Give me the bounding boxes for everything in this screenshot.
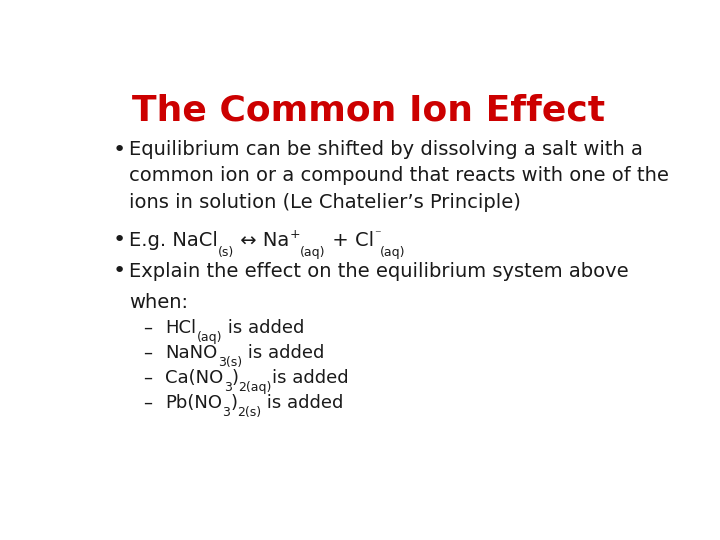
Text: is added: is added <box>272 369 348 387</box>
Text: E.g. NaCl: E.g. NaCl <box>129 231 218 249</box>
Text: (s): (s) <box>218 246 234 259</box>
Text: The Common Ion Effect: The Common Ion Effect <box>132 94 606 128</box>
Text: HCl: HCl <box>166 319 197 337</box>
Text: ⁻: ⁻ <box>374 228 380 241</box>
Text: –: – <box>143 344 152 362</box>
Text: is added: is added <box>222 319 305 337</box>
Text: ↔ Na: ↔ Na <box>234 231 289 249</box>
Text: (aq): (aq) <box>197 332 222 345</box>
Text: Pb(NO: Pb(NO <box>166 394 222 412</box>
Text: +: + <box>289 228 300 241</box>
Text: •: • <box>112 140 125 160</box>
Text: Ca(NO: Ca(NO <box>166 369 224 387</box>
Text: –: – <box>143 319 152 337</box>
Text: NaNO: NaNO <box>166 344 217 362</box>
Text: •: • <box>112 261 125 281</box>
Text: 2(aq): 2(aq) <box>238 381 272 394</box>
Text: is added: is added <box>261 394 343 412</box>
Text: when:: when: <box>129 293 188 312</box>
Text: ): ) <box>230 394 237 412</box>
Text: Equilibrium can be shifted by dissolving a salt with a
common ion or a compound : Equilibrium can be shifted by dissolving… <box>129 140 669 212</box>
Text: (aq): (aq) <box>300 246 325 259</box>
Text: •: • <box>112 230 125 249</box>
Text: 3: 3 <box>222 406 230 419</box>
Text: (aq): (aq) <box>380 246 406 259</box>
Text: is added: is added <box>242 344 324 362</box>
Text: + Cl: + Cl <box>325 231 374 249</box>
Text: Explain the effect on the equilibrium system above: Explain the effect on the equilibrium sy… <box>129 262 629 281</box>
Text: –: – <box>143 369 152 387</box>
Text: 3(s): 3(s) <box>217 356 242 369</box>
Text: 3: 3 <box>224 381 231 394</box>
Text: ): ) <box>231 369 238 387</box>
Text: –: – <box>143 394 152 412</box>
Text: 2(s): 2(s) <box>237 406 261 419</box>
